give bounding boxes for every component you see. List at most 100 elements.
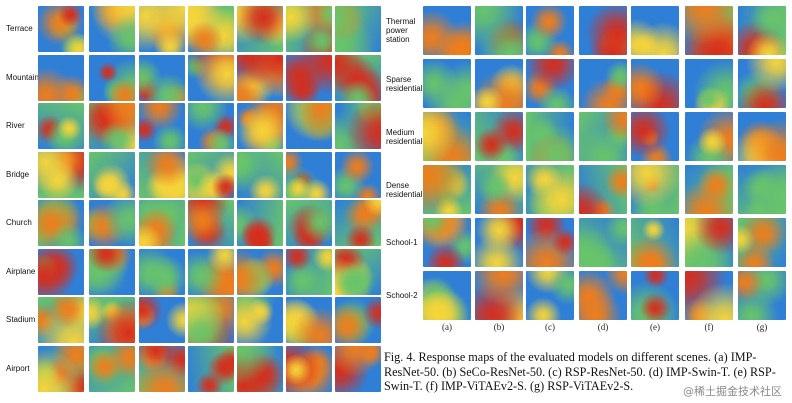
response-map-tile xyxy=(188,297,234,343)
response-map-tile xyxy=(579,218,627,267)
response-map-tile xyxy=(237,297,283,343)
right-row-label-line: Dense xyxy=(386,180,410,190)
response-map-tile xyxy=(579,6,627,55)
right-row-label-line: station xyxy=(386,35,410,44)
response-map-tile xyxy=(188,151,234,198)
response-map-tile xyxy=(738,218,786,267)
response-map-tile xyxy=(423,112,471,161)
response-map-tile xyxy=(631,59,679,108)
left-row-label: Airplane xyxy=(6,266,36,276)
response-map-tile xyxy=(423,218,471,267)
response-map-tile xyxy=(188,248,234,295)
response-map-tile xyxy=(475,112,523,161)
right-row-label-line: School-2 xyxy=(386,291,418,300)
response-map-tile xyxy=(237,200,283,246)
response-map-tile xyxy=(286,345,332,392)
response-map-tile xyxy=(475,271,523,320)
response-map-tile xyxy=(579,271,627,320)
response-map-tile xyxy=(685,165,733,214)
column-label: (f) xyxy=(704,322,714,332)
response-map-tile xyxy=(38,297,84,343)
right-row-label-line: Thermal xyxy=(386,17,416,26)
response-map-tile xyxy=(237,54,283,101)
response-map-tile xyxy=(286,297,332,343)
response-map-tile xyxy=(286,200,332,246)
response-map-tile xyxy=(38,6,84,52)
response-map-tile xyxy=(685,59,733,108)
response-map-tile xyxy=(139,54,185,101)
response-map-tile xyxy=(188,200,234,246)
column-label: (a) xyxy=(442,322,452,332)
right-row-label-line: residential xyxy=(386,136,423,146)
response-map-tile xyxy=(237,248,283,295)
response-map-tile xyxy=(685,218,733,267)
response-map-tile xyxy=(38,151,84,198)
right-row-label-line: Medium xyxy=(386,127,415,137)
response-map-tile xyxy=(738,165,786,214)
right-row-label-line: residential xyxy=(386,189,423,199)
right-row-label-line: School-1 xyxy=(386,238,418,247)
response-map-tile xyxy=(475,165,523,214)
response-map-tile xyxy=(631,218,679,267)
column-label: (b) xyxy=(493,322,505,332)
response-map-tile xyxy=(38,248,84,295)
right-row-label-line: power xyxy=(386,26,408,35)
right-row-label-line: residential xyxy=(386,83,423,93)
left-row-label: Stadium xyxy=(6,315,36,324)
column-label: (d) xyxy=(597,322,609,332)
response-map-tile xyxy=(526,59,574,108)
response-map-tile xyxy=(237,151,283,198)
response-map-tile xyxy=(237,6,283,52)
response-map-tile xyxy=(685,6,733,55)
response-map-tile xyxy=(738,271,786,320)
left-row-label: Airport xyxy=(6,363,30,373)
left-row-label: Bridge xyxy=(6,169,30,179)
response-map-tile xyxy=(475,218,523,267)
response-map-tile xyxy=(631,271,679,320)
response-map-tile xyxy=(423,271,471,320)
response-map-tile xyxy=(579,59,627,108)
response-map-tile xyxy=(188,54,234,101)
right-row-label: School-1 xyxy=(386,238,426,247)
response-map-tile xyxy=(89,345,135,392)
left-row-label: Mountain xyxy=(6,72,39,82)
right-row-label: Sparse residential xyxy=(386,75,426,93)
response-map-tile xyxy=(685,112,733,161)
right-row-label: Medium residential xyxy=(386,128,426,146)
response-map-tile xyxy=(579,165,627,214)
response-map-tile xyxy=(738,112,786,161)
response-map-tile xyxy=(286,103,332,149)
response-map-tile xyxy=(89,297,135,343)
response-map-tile xyxy=(89,248,135,295)
column-label: (e) xyxy=(650,322,660,332)
response-map-tile xyxy=(685,271,733,320)
response-map-tile xyxy=(335,297,381,343)
response-map-tile xyxy=(89,6,135,52)
response-map-tile xyxy=(188,103,234,149)
response-map-tile xyxy=(335,151,381,198)
response-map-tile xyxy=(89,151,135,198)
response-map-tile xyxy=(38,345,84,392)
response-map-tile xyxy=(286,54,332,101)
response-map-tile xyxy=(139,297,185,343)
column-label: (g) xyxy=(756,322,768,332)
response-map-tile xyxy=(335,248,381,295)
response-map-tile xyxy=(139,200,185,246)
response-map-tile xyxy=(526,6,574,55)
response-map-tile xyxy=(423,6,471,55)
response-map-tile xyxy=(738,6,786,55)
response-map-tile xyxy=(139,6,185,52)
figure-caption: Fig. 4. Response maps of the evaluated m… xyxy=(384,350,776,393)
response-map-tile xyxy=(631,112,679,161)
response-map-tile xyxy=(286,151,332,198)
response-map-tile xyxy=(38,54,84,101)
response-map-tile xyxy=(139,151,185,198)
right-row-label: School-2 xyxy=(386,291,426,300)
response-map-tile xyxy=(188,6,234,52)
response-map-tile xyxy=(335,200,381,246)
response-map-tile xyxy=(286,6,332,52)
response-map-tile xyxy=(286,248,332,295)
response-map-tile xyxy=(335,345,381,392)
left-row-label: Church xyxy=(6,218,32,227)
response-map-tile xyxy=(738,59,786,108)
